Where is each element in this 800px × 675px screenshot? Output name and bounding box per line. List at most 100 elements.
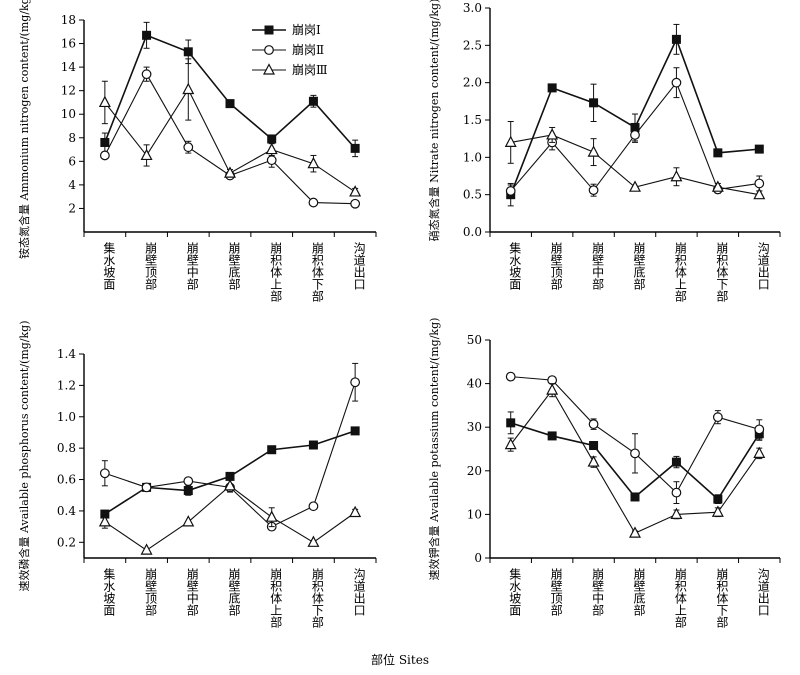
series-line xyxy=(104,73,356,205)
series-2 xyxy=(505,371,765,504)
y-tick-label: 50 xyxy=(467,333,482,347)
data-point xyxy=(754,144,764,154)
series-1 xyxy=(506,411,764,504)
x-category-label: 崩壁顶部 xyxy=(144,568,158,616)
data-point xyxy=(141,482,152,493)
data-point xyxy=(505,371,516,382)
data-point xyxy=(670,169,683,182)
legend-label: 崩岗Ⅲ xyxy=(292,63,328,77)
legend: 崩岗Ⅰ 崩岗Ⅱ 崩岗Ⅲ xyxy=(252,23,328,77)
data-point xyxy=(630,130,640,140)
data-point xyxy=(754,424,765,435)
data-point xyxy=(308,197,319,208)
data-point xyxy=(307,156,320,169)
x-category-label: 崩壁中部 xyxy=(185,568,199,616)
data-point xyxy=(711,180,724,192)
data-point xyxy=(266,155,277,166)
x-category-label: 集水坡面 xyxy=(102,567,116,616)
chart-panel-potassium: 0 10 20 30 40 50 集水坡面 崩壁顶部 崩壁中部 崩壁底部 崩积体上部 崩积体下部 沟道出… xyxy=(427,318,781,628)
data-point xyxy=(99,468,110,479)
x-category-label: 崩壁中部 xyxy=(591,242,605,290)
data-point xyxy=(267,134,277,144)
y-tick-label: 0.0 xyxy=(463,225,482,239)
data-point xyxy=(713,494,723,504)
legend-label: 崩岗Ⅰ xyxy=(292,23,321,37)
y-tick-label: 10 xyxy=(61,107,76,121)
data-point xyxy=(629,180,641,192)
y-axis-title: 速效磷含量 Available phosphorus content/(mg/k… xyxy=(17,320,31,591)
data-point xyxy=(265,142,278,155)
x-category-label: 崩积体上部 xyxy=(673,568,687,628)
y-tick-label: 8 xyxy=(68,131,76,145)
x-category-label: 崩积体上部 xyxy=(269,568,283,628)
series-1 xyxy=(506,23,764,207)
data-point xyxy=(100,137,110,147)
data-point xyxy=(587,455,600,467)
data-point xyxy=(142,30,152,40)
y-tick-label: 2.0 xyxy=(463,76,482,90)
x-category-label: 崩积体上部 xyxy=(269,242,283,302)
y-tick-label: 0.8 xyxy=(57,441,76,455)
data-point xyxy=(224,166,236,178)
x-category-label: 崩积体上部 xyxy=(673,242,687,302)
legend-label: 崩岗Ⅱ xyxy=(292,43,324,57)
data-point xyxy=(547,83,557,93)
x-category-label: 崩壁顶部 xyxy=(144,242,158,290)
y-tick-label: 6 xyxy=(68,154,76,168)
x-category-label: 崩积体下部 xyxy=(715,568,729,628)
y-tick-label: 0 xyxy=(474,551,482,565)
y-tick-label: 2 xyxy=(68,201,76,215)
series-1 xyxy=(100,426,360,519)
x-category-label: 崩壁底部 xyxy=(632,242,646,290)
x-category-label: 集水坡面 xyxy=(102,241,116,290)
y-tick-label: 30 xyxy=(467,420,482,434)
data-point xyxy=(183,142,194,153)
x-category-label: 集水坡面 xyxy=(508,241,522,290)
series-2 xyxy=(99,362,361,532)
data-point xyxy=(308,501,319,512)
y-tick-label: 12 xyxy=(61,84,76,98)
data-point xyxy=(182,515,195,527)
data-point xyxy=(225,99,235,109)
y-tick-label: 3.0 xyxy=(463,1,482,15)
data-point xyxy=(267,445,277,455)
y-tick-label: 0.6 xyxy=(57,473,76,487)
x-category-label: 崩壁顶部 xyxy=(549,242,563,290)
chart-panel-nitrate: 0.0 0.5 1.0 1.5 2.0 2.5 3.0 集水坡面 崩壁顶部 崩壁中部 崩壁底部 崩积体… xyxy=(427,0,781,302)
data-point xyxy=(183,486,193,496)
data-point xyxy=(754,178,765,189)
y-axis-title: 速效钾含量 Available potassium content/(mg/kg… xyxy=(427,318,441,581)
data-point xyxy=(546,128,559,140)
data-point xyxy=(349,505,362,518)
y-tick-label: 1.2 xyxy=(57,378,76,392)
data-point xyxy=(506,418,516,428)
data-point xyxy=(671,77,682,88)
data-point xyxy=(504,135,517,147)
data-point xyxy=(629,526,641,538)
legend-marker xyxy=(264,25,274,35)
series-3 xyxy=(98,58,362,197)
data-point xyxy=(547,431,557,441)
data-point xyxy=(98,95,111,108)
data-point xyxy=(589,98,599,108)
y-tick-label: 4 xyxy=(68,178,76,192)
data-point xyxy=(671,487,682,498)
data-point xyxy=(505,186,516,196)
data-point xyxy=(671,457,681,467)
data-point xyxy=(671,34,681,44)
data-point xyxy=(546,383,559,395)
y-tick-label: 0.2 xyxy=(57,535,76,549)
data-point xyxy=(350,198,361,209)
x-category-label: 崩积体下部 xyxy=(310,568,324,628)
y-tick-label: 1.5 xyxy=(463,113,482,127)
data-point xyxy=(711,505,724,517)
data-point xyxy=(670,507,683,520)
data-point xyxy=(140,148,153,161)
data-point xyxy=(712,412,723,423)
chart-panel-ammonium: 2 4 6 8 10 12 14 16 18 集水坡面 崩壁顶部 崩壁中部 崩壁底部 崩积体上部 崩积体下部… xyxy=(17,0,377,302)
data-point xyxy=(753,187,766,200)
data-point xyxy=(307,535,320,547)
series-2 xyxy=(505,67,765,198)
data-point xyxy=(141,69,152,80)
